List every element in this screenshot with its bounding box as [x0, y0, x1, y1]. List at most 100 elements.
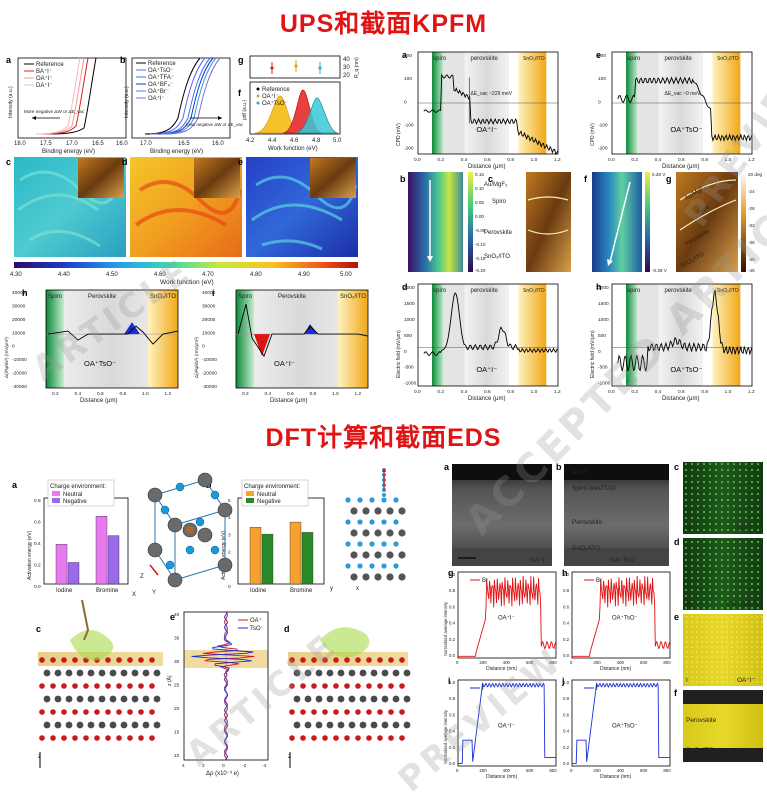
svg-text:-0.20: -0.20	[475, 268, 486, 273]
axis-text: OA⁺TsO⁻	[670, 365, 702, 374]
minus-sign: −	[260, 340, 264, 346]
slab-atom	[54, 669, 62, 677]
axis-text: 0.0	[608, 157, 615, 163]
slab-atom	[381, 721, 389, 729]
dft-activation-bars: a Charge environment:NeutralNegativeIodin…	[12, 479, 325, 594]
axis-text: 1.0	[563, 572, 570, 577]
svg-text:16.5: 16.5	[178, 141, 190, 147]
axis-text: 0.6	[97, 391, 104, 397]
svg-text:-32: -32	[748, 223, 755, 228]
axis-text: 3	[228, 532, 231, 538]
slab-atom	[374, 529, 382, 537]
axis-text: -4	[262, 763, 267, 769]
slab-atom	[142, 695, 150, 703]
slab-atom	[83, 683, 89, 689]
axis-text: 30000	[202, 303, 216, 309]
bar	[67, 562, 80, 585]
ups-panel-f: f Reference OA⁺I⁻ OA⁺TsO⁻ pdf (a.u.) 4.2…	[238, 81, 342, 152]
slab-atom	[311, 735, 317, 741]
axis-text: 1.0	[142, 391, 149, 397]
slab-atom	[369, 563, 375, 569]
axis-text: 40000	[12, 290, 26, 296]
slab-atom	[72, 709, 78, 715]
axis-text: 0.2	[631, 157, 638, 163]
svg-text:Perovskite: Perovskite	[484, 230, 513, 236]
axis-text: 0.2	[34, 563, 41, 569]
axis-text: 0.8	[120, 391, 127, 397]
svg-text:More negative ΔW or ΔE_vac: More negative ΔW or ΔE_vac	[24, 109, 85, 114]
axis-text: OA⁺TsO⁻	[612, 722, 638, 729]
axis-text: 0.6	[678, 389, 685, 395]
axis-text: 0	[12, 344, 15, 350]
slab-atom	[337, 721, 345, 729]
frame	[611, 283, 753, 387]
axis-text: Distance (μm)	[468, 164, 505, 170]
halide-atom	[160, 505, 170, 515]
axis-text: 2	[228, 550, 231, 556]
slab-atom	[300, 735, 306, 741]
axis-text: 30000	[12, 303, 26, 309]
slab-atom	[50, 657, 56, 663]
svg-text:d: d	[122, 157, 128, 167]
frame	[45, 289, 179, 389]
svg-text:c: c	[488, 174, 493, 184]
slab-atom	[149, 683, 155, 689]
svg-text:SnO₂/ITO: SnO₂/ITO	[686, 747, 714, 754]
svg-text:OA⁺TsO⁻: OA⁺TsO⁻	[727, 601, 755, 608]
slab-atom	[344, 709, 350, 715]
slab-atom	[355, 683, 361, 689]
axis-text: Negative	[257, 499, 281, 505]
svg-text:5.00: 5.00	[340, 272, 352, 278]
slab-atom	[94, 683, 100, 689]
slab-atom	[315, 695, 323, 703]
axis-text: 0.6	[563, 712, 570, 717]
axis-text: g	[448, 568, 454, 578]
axis-text: -200	[404, 146, 414, 152]
curve	[617, 76, 753, 143]
slab-atom	[388, 709, 394, 715]
slab-atom	[311, 657, 317, 663]
slab-atom	[399, 657, 405, 663]
slab-atom	[381, 669, 389, 677]
axis-text: 0.2	[437, 157, 444, 163]
svg-text:f: f	[584, 174, 588, 184]
lead-atom	[197, 527, 213, 543]
axis-text: spiro	[627, 56, 641, 62]
slab-atom	[377, 657, 383, 663]
axis-text: 0.8	[507, 157, 514, 163]
axis-title: Electric field (mV/μm)	[590, 330, 596, 378]
slab-atom	[153, 695, 161, 703]
axis-text: 600	[526, 660, 534, 665]
slab-atom	[359, 721, 367, 729]
svg-text:Z: Z	[140, 574, 144, 580]
axis-text: 4	[228, 515, 231, 521]
svg-text:17.5: 17.5	[40, 141, 52, 147]
interface-region	[637, 284, 659, 386]
axis-text: 0.4	[34, 541, 41, 547]
svg-text:BA⁺I⁻: BA⁺I⁻	[36, 68, 52, 75]
legend-swatch	[246, 498, 254, 503]
axis-text: Neutral	[257, 492, 276, 498]
axis-text: h	[22, 288, 28, 298]
svg-text:DA⁺I⁻: DA⁺I⁻	[36, 82, 52, 89]
axis-text: 1000	[404, 317, 415, 323]
kpfm-b-cbar: 0.15 0.10 0.05 0.00 -0.05 -0.10 -0.15 -0…	[475, 172, 486, 273]
slab-atom	[350, 573, 358, 581]
axis-text: 0.6	[484, 157, 491, 163]
slab-atom	[94, 709, 100, 715]
slab-atom	[362, 507, 370, 515]
sno2-region	[338, 290, 368, 388]
svg-text:-45: -45	[748, 268, 755, 273]
axis-text: 0.4	[655, 389, 662, 395]
slab-atom	[304, 721, 312, 729]
halide-atom	[210, 545, 220, 555]
axis-text: 0.4	[655, 157, 662, 163]
bar	[301, 532, 314, 585]
axis-text: 0	[404, 99, 407, 105]
svg-text:16.0: 16.0	[116, 141, 128, 147]
axis-text: 0.8	[563, 588, 570, 593]
svg-text:OA⁺BF₄⁻: OA⁺BF₄⁻	[148, 81, 173, 88]
slab-atom	[345, 519, 351, 525]
slab-atom	[72, 657, 78, 663]
